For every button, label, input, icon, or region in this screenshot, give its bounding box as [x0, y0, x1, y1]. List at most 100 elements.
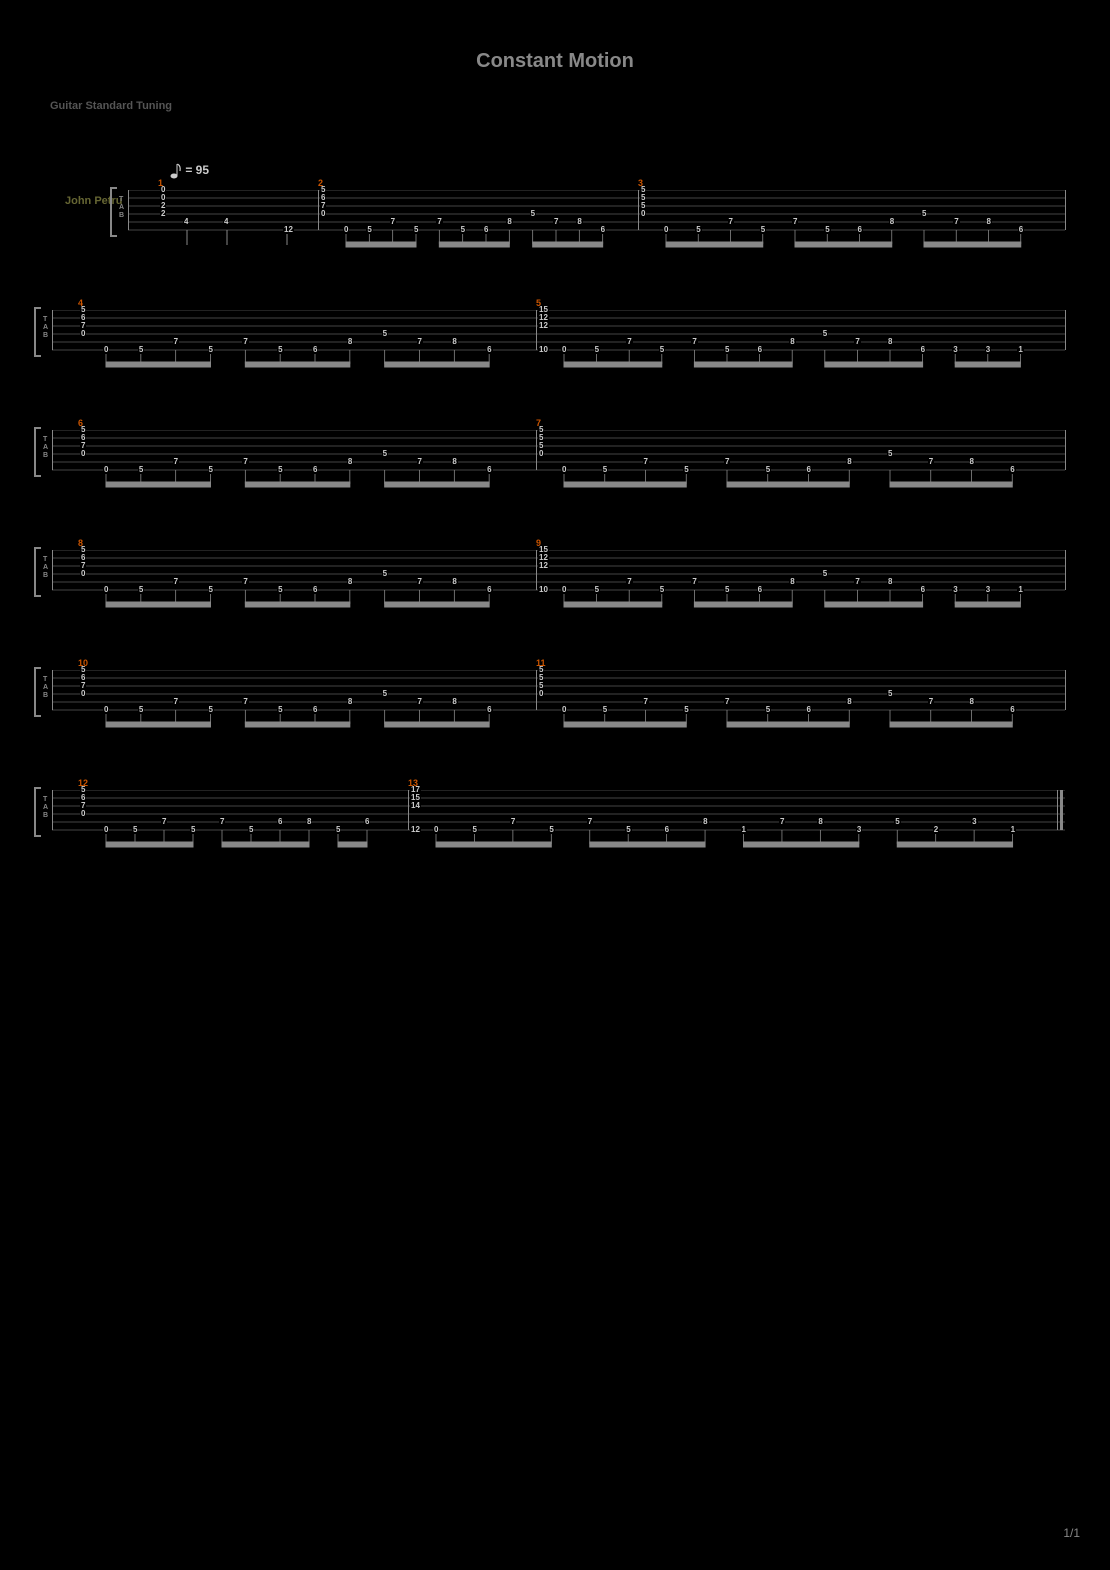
fret-number: 5 [887, 690, 893, 698]
fret-number: 8 [846, 458, 852, 466]
fret-number: 8 [506, 218, 512, 226]
fret-number: 0 [103, 586, 109, 594]
fret-number: 6 [806, 706, 812, 714]
fret-number: 0 [640, 210, 646, 218]
fret-number: 8 [451, 578, 457, 586]
fret-number: 0 [538, 450, 544, 458]
tab-clef: TAB [43, 556, 48, 580]
barline [536, 310, 537, 350]
fret-number: 0 [433, 826, 439, 834]
fret-number: 5 [277, 466, 283, 474]
tempo-value: = 95 [185, 163, 209, 177]
fret-number: 5 [277, 706, 283, 714]
fret-number: 5 [138, 586, 144, 594]
fret-number: 7 [390, 218, 396, 226]
fret-number: 5 [208, 346, 214, 354]
fret-number: 0 [80, 570, 86, 578]
fret-number: 10 [538, 346, 549, 354]
fret-number: 5 [138, 706, 144, 714]
fret-number: 6 [486, 706, 492, 714]
fret-number: 6 [277, 818, 283, 826]
barline [52, 310, 53, 350]
fret-number: 8 [817, 818, 823, 826]
fret-number: 0 [561, 466, 567, 474]
fret-number: 0 [561, 586, 567, 594]
fret-number: 6 [857, 226, 863, 234]
fret-number: 0 [103, 466, 109, 474]
fret-number: 7 [219, 818, 225, 826]
barline [1065, 550, 1066, 590]
tab-clef: TAB [119, 196, 124, 220]
fret-number: 8 [347, 338, 353, 346]
fret-number: 5 [208, 706, 214, 714]
page-number: 1/1 [1063, 1526, 1080, 1540]
fret-number: 7 [691, 338, 697, 346]
fret-number: 6 [312, 346, 318, 354]
fret-number: 7 [242, 458, 248, 466]
fret-number: 5 [760, 226, 766, 234]
fret-number: 7 [626, 578, 632, 586]
fret-number: 5 [208, 586, 214, 594]
fret-number: 8 [576, 218, 582, 226]
fret-number: 0 [80, 690, 86, 698]
fret-number: 7 [242, 578, 248, 586]
fret-number: 7 [643, 698, 649, 706]
fret-number: 0 [561, 346, 567, 354]
fret-number: 12 [410, 826, 421, 834]
fret-number: 6 [757, 346, 763, 354]
fret-number: 5 [138, 346, 144, 354]
fret-number: 3 [985, 346, 991, 354]
staff-lines [52, 550, 1065, 591]
fret-number: 0 [663, 226, 669, 234]
fret-number: 6 [664, 826, 670, 834]
fret-number: 7 [928, 458, 934, 466]
fret-number: 3 [952, 346, 958, 354]
fret-number: 7 [417, 458, 423, 466]
fret-number: 0 [80, 450, 86, 458]
fret-number: 6 [312, 706, 318, 714]
fret-number: 6 [757, 586, 763, 594]
fret-number: 0 [103, 826, 109, 834]
fret-number: 1 [1017, 346, 1023, 354]
fret-number: 3 [985, 586, 991, 594]
fret-number: 1 [1010, 826, 1016, 834]
fret-number: 0 [320, 210, 326, 218]
fret-number: 7 [854, 338, 860, 346]
fret-number: 12 [538, 562, 549, 570]
fret-number: 5 [602, 706, 608, 714]
fret-number: 7 [553, 218, 559, 226]
barline [1065, 670, 1066, 710]
barline [536, 430, 537, 470]
tab-clef: TAB [43, 796, 48, 820]
staff-lines [52, 430, 1065, 471]
fret-number: 8 [702, 818, 708, 826]
fret-number: 3 [856, 826, 862, 834]
fret-number: 0 [343, 226, 349, 234]
fret-number: 5 [277, 346, 283, 354]
fret-number: 0 [80, 810, 86, 818]
fret-number: 8 [969, 458, 975, 466]
fret-number: 10 [538, 586, 549, 594]
fret-number: 0 [538, 690, 544, 698]
fret-number: 5 [824, 226, 830, 234]
fret-number: 5 [921, 210, 927, 218]
fret-number: 8 [887, 338, 893, 346]
fret-number: 1 [741, 826, 747, 834]
fret-number: 8 [451, 698, 457, 706]
fret-number: 6 [486, 346, 492, 354]
fret-number: 7 [724, 698, 730, 706]
fret-number: 6 [1009, 706, 1015, 714]
barline [536, 550, 537, 590]
fret-number: 0 [103, 346, 109, 354]
fret-number: 5 [724, 586, 730, 594]
tab-clef: TAB [43, 436, 48, 460]
fret-number: 5 [382, 690, 388, 698]
barline [1065, 310, 1066, 350]
barline [408, 790, 409, 830]
fret-number: 5 [132, 826, 138, 834]
fret-number: 8 [986, 218, 992, 226]
tab-clef: TAB [43, 316, 48, 340]
fret-number: 6 [483, 226, 489, 234]
fret-number: 5 [138, 466, 144, 474]
fret-number: 7 [242, 698, 248, 706]
